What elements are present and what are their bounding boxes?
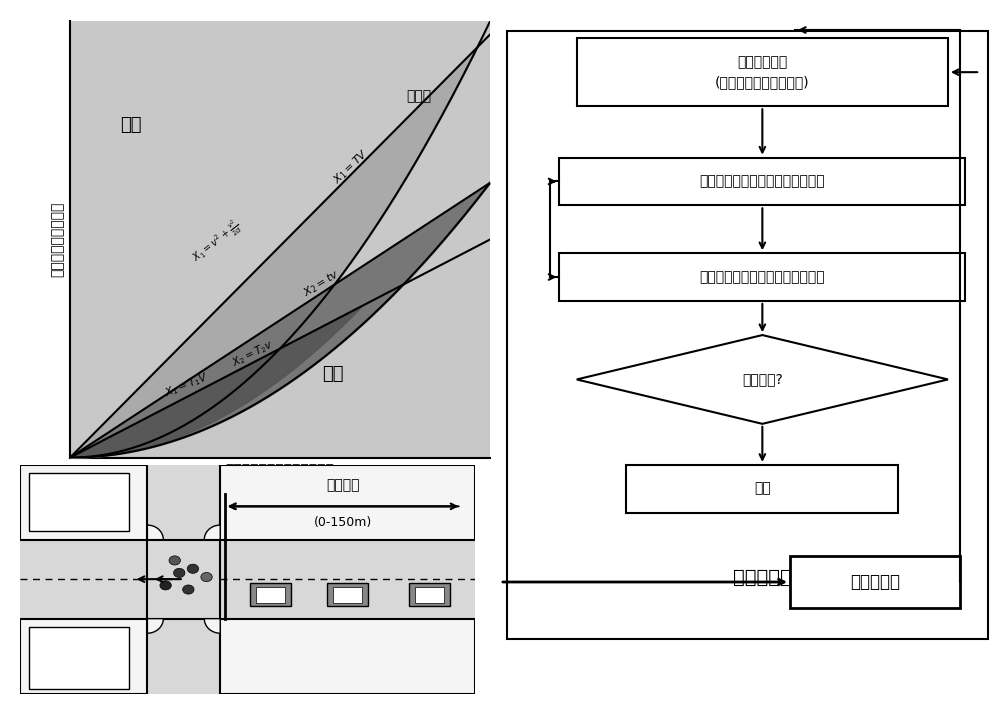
Wedge shape bbox=[147, 525, 163, 540]
Text: 信号控制机: 信号控制机 bbox=[733, 568, 792, 587]
FancyBboxPatch shape bbox=[20, 465, 475, 694]
Text: (0-150m): (0-150m) bbox=[314, 516, 372, 530]
Text: $X_2=T_2v$: $X_2=T_2v$ bbox=[230, 337, 276, 370]
Y-axis label: 黄灯启亮时车辆速度: 黄灯启亮时车辆速度 bbox=[50, 202, 64, 277]
Text: 两难区: 两难区 bbox=[406, 89, 431, 103]
FancyBboxPatch shape bbox=[507, 31, 988, 639]
Bar bbox=[29, 627, 129, 689]
FancyBboxPatch shape bbox=[626, 465, 898, 513]
Bar bbox=[415, 586, 444, 603]
Text: $X_1=TV$: $X_1=TV$ bbox=[330, 146, 372, 187]
Ellipse shape bbox=[174, 568, 185, 578]
Bar bbox=[147, 465, 220, 694]
Bar bbox=[327, 583, 368, 606]
Text: $X_1=T_1V$: $X_1=T_1V$ bbox=[162, 370, 210, 400]
Bar bbox=[409, 583, 450, 606]
Text: 预测未来一类和二类两难区车辆数: 预测未来一类和二类两难区车辆数 bbox=[700, 270, 825, 284]
FancyBboxPatch shape bbox=[559, 253, 965, 301]
X-axis label: 黄灯启亮时车辆距停车线距离: 黄灯启亮时车辆距停车线距离 bbox=[226, 463, 334, 477]
Bar bbox=[256, 586, 285, 603]
Text: 判断当前一类和二类两难区车辆数: 判断当前一类和二类两难区车辆数 bbox=[700, 174, 825, 189]
Text: 全息检测数据
(车辆类型、速度和位置): 全息检测数据 (车辆类型、速度和位置) bbox=[715, 56, 810, 89]
Wedge shape bbox=[204, 525, 220, 540]
Polygon shape bbox=[577, 335, 948, 424]
Ellipse shape bbox=[183, 585, 194, 594]
Text: 通过: 通过 bbox=[120, 117, 142, 134]
Ellipse shape bbox=[187, 564, 199, 573]
Bar bbox=[29, 473, 129, 531]
Ellipse shape bbox=[201, 573, 212, 581]
Text: 执行: 执行 bbox=[754, 482, 771, 495]
Ellipse shape bbox=[169, 556, 180, 565]
FancyBboxPatch shape bbox=[577, 38, 948, 107]
Wedge shape bbox=[204, 618, 220, 633]
Text: 检测范围: 检测范围 bbox=[326, 478, 360, 493]
Bar bbox=[250, 583, 291, 606]
Wedge shape bbox=[147, 618, 163, 633]
Bar bbox=[20, 540, 475, 618]
FancyBboxPatch shape bbox=[559, 157, 965, 205]
Text: $X_2=tv$: $X_2=tv$ bbox=[301, 267, 342, 300]
Text: $X_1=v^2+\frac{v^2}{2d}$: $X_1=v^2+\frac{v^2}{2d}$ bbox=[188, 217, 245, 267]
FancyBboxPatch shape bbox=[790, 556, 960, 608]
Ellipse shape bbox=[160, 581, 171, 590]
Text: 结束绶灯?: 结束绶灯? bbox=[742, 373, 783, 386]
Bar bbox=[333, 586, 362, 603]
Text: 本地处理器: 本地处理器 bbox=[850, 573, 900, 591]
Text: 停止: 停止 bbox=[322, 365, 344, 383]
